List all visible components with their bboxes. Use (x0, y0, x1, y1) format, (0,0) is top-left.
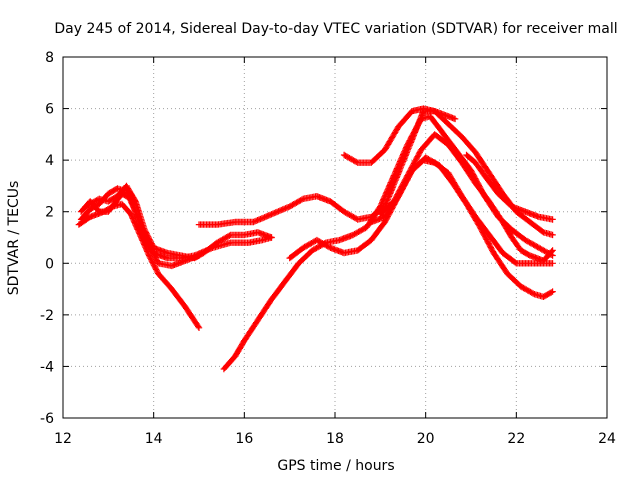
x-axis-label: GPS time / hours (277, 458, 394, 474)
series-s8 (340, 105, 459, 166)
chart-title: Day 245 of 2014, Sidereal Day-to-day VTE… (54, 21, 617, 37)
x-tick-label-16: 16 (235, 431, 253, 447)
x-tick-label-22: 22 (507, 431, 525, 447)
x-tick-label-14: 14 (145, 431, 163, 447)
series-s4-markers (77, 190, 203, 270)
y-tick-label-0: 0 (45, 256, 54, 272)
series-s8-markers (340, 105, 459, 166)
series-s4 (77, 190, 203, 270)
y-tick-label--2: -2 (40, 308, 54, 324)
x-tick-label-12: 12 (54, 431, 72, 447)
y-axis-label: SDTVAR / TECUs (6, 181, 22, 296)
series-s11-markers (463, 151, 556, 223)
x-tick-label-20: 20 (417, 431, 435, 447)
y-tick-label-6: 6 (45, 102, 54, 118)
x-tick-label-24: 24 (598, 431, 616, 447)
series-s10-markers (368, 154, 556, 300)
y-tick-label--6: -6 (40, 411, 54, 427)
data-series (75, 105, 556, 373)
series-s10 (368, 154, 556, 300)
y-tick-label-2: 2 (45, 205, 54, 221)
y-tick-label-8: 8 (45, 50, 54, 66)
y-tick-label-4: 4 (45, 153, 54, 169)
series-s11 (463, 151, 556, 223)
x-tick-label-18: 18 (326, 431, 344, 447)
y-tick-label--4: -4 (40, 359, 54, 375)
